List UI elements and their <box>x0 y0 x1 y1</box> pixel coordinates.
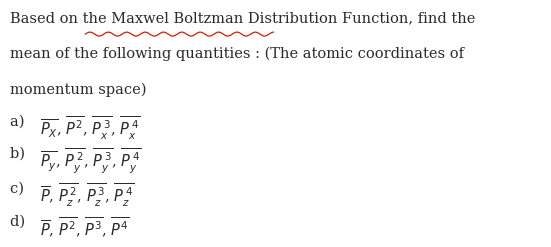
Text: mean of the following quantities : (The atomic coordinates of: mean of the following quantities : (The … <box>10 47 464 61</box>
Text: $\overline{P}$, $\overline{P_z^{\,2}}$, $\overline{P_z^{\,3}}$, $\overline{P_z^{: $\overline{P}$, $\overline{P_z^{\,2}}$, … <box>40 182 135 209</box>
Text: d): d) <box>10 215 30 229</box>
Text: $\overline{P_X}$, $\overline{P^2}$, $\overline{P_x^{\,3}}$, $\overline{P_x^{\,4}: $\overline{P_X}$, $\overline{P^2}$, $\ov… <box>40 115 141 142</box>
Text: $\overline{P_y}$, $\overline{P_y^{\,2}}$, $\overline{P_y^{\,3}}$, $\overline{P_y: $\overline{P_y}$, $\overline{P_y^{\,2}}$… <box>40 147 141 176</box>
Text: c): c) <box>10 182 29 196</box>
Text: Based on the Maxwel Boltzman Distribution Function, find the: Based on the Maxwel Boltzman Distributio… <box>10 11 476 25</box>
Text: $\overline{P}$, $\overline{P^2}$, $\overline{P^3}$, $\overline{P^4}$: $\overline{P}$, $\overline{P^2}$, $\over… <box>40 215 129 239</box>
Text: momentum space): momentum space) <box>10 83 147 97</box>
Text: b): b) <box>10 147 30 161</box>
Text: a): a) <box>10 115 29 129</box>
